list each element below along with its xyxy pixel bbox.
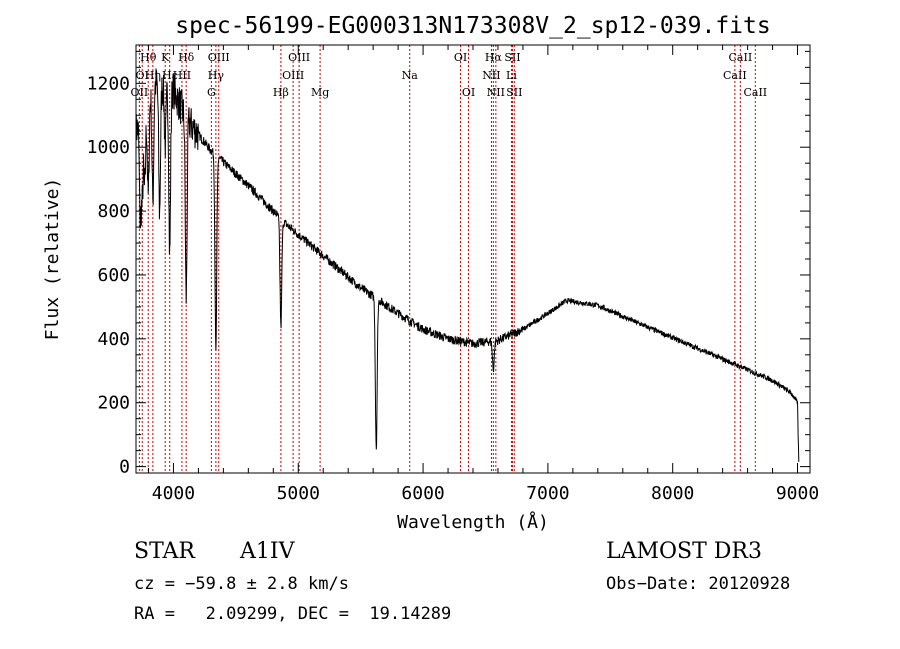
plot-frame	[135, 44, 811, 474]
line-label-25: CaII	[723, 69, 747, 82]
line-label-13: OIII	[282, 69, 304, 82]
y-tick-label-2: 400	[97, 329, 130, 350]
line-label-23: SII	[506, 86, 522, 99]
axis-ticks: 4000 5000 6000 7000 8000 9000 0 200 400 600 800 100…	[87, 45, 819, 504]
object-class: STAR	[134, 539, 195, 564]
observation-date: Obs−Date: 20120928	[606, 574, 791, 594]
y-tick-label-3: 600	[97, 265, 130, 286]
line-label-18: Hα	[485, 51, 503, 64]
y-tick-label-0: 0	[119, 457, 130, 478]
line-label-17: OI	[462, 86, 475, 99]
line-label-22: Li	[506, 69, 517, 82]
y-tick-label-5: 1000	[87, 137, 130, 158]
line-label-10: G	[207, 86, 216, 99]
line-label-12: OIII	[288, 51, 310, 64]
line-label-16: OI	[454, 51, 467, 64]
y-axis-label: Flux (relative)	[42, 178, 63, 341]
x-tick-label-0: 4000	[152, 483, 195, 504]
line-label-0: Hθ	[140, 51, 157, 64]
x-tick-label-1: 5000	[277, 483, 320, 504]
line-label-14: Mg	[311, 86, 329, 99]
line-label-4: K	[161, 51, 170, 64]
spectrum-series	[135, 68, 800, 462]
object-subclass: A1IV	[240, 539, 295, 564]
coordinates: RA = 2.09299, DEC = 19.14289	[134, 604, 452, 624]
chart-title: spec-56199-EG000313N173308V_2_sp12-039.f…	[175, 13, 770, 39]
survey-name: LAMOST DR3	[606, 539, 762, 564]
line-label-19: NII	[482, 69, 500, 82]
y-tick-label-4: 800	[97, 201, 130, 222]
line-label-2: OI	[136, 69, 149, 82]
emission-line-markers	[138, 45, 756, 473]
line-label-7: HII	[173, 69, 191, 82]
redshift-info: cz = −59.8 ± 2.8 km/s	[134, 574, 349, 594]
line-label-15: Na	[402, 69, 419, 82]
line-label-8: OIII	[208, 51, 230, 64]
line-label-24: CaII	[729, 51, 753, 64]
line-label-6: Hδ	[178, 51, 195, 64]
line-label-20: NII	[487, 86, 505, 99]
x-tick-label-5: 9000	[776, 483, 819, 504]
line-label-21: SII	[504, 51, 520, 64]
x-tick-label-4: 8000	[651, 483, 694, 504]
line-label-9: Hγ	[208, 69, 225, 82]
x-tick-label-3: 7000	[526, 483, 569, 504]
line-label-11: Hβ	[273, 86, 289, 99]
line-label-1: OII	[131, 86, 149, 99]
y-tick-label-1: 200	[97, 393, 130, 414]
x-tick-label-2: 6000	[401, 483, 444, 504]
line-label-3: Hη	[145, 69, 161, 82]
x-axis-label: Wavelength (Å)	[397, 511, 549, 533]
y-tick-label-6: 1200	[87, 73, 130, 94]
line-label-26: CaII	[743, 86, 767, 99]
